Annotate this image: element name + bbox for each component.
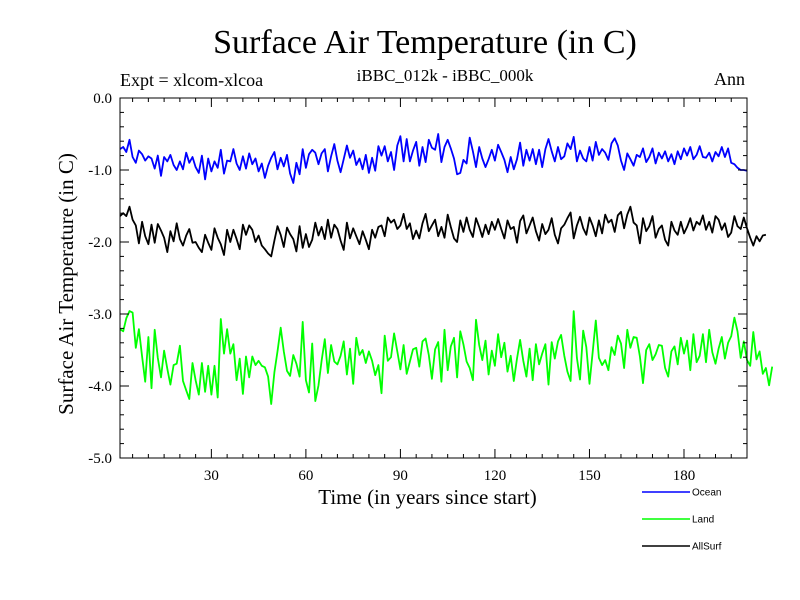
y-tick-label: -2.0 xyxy=(88,235,112,251)
legend-label-ocean: Ocean xyxy=(692,488,721,499)
run-difference-label: iBBC_012k - iBBC_000k xyxy=(356,66,534,85)
legend-label-allsurf: AllSurf xyxy=(692,542,722,553)
series-line-allsurf xyxy=(119,205,767,258)
y-tick-label: -4.0 xyxy=(88,379,112,395)
period-label: Ann xyxy=(714,69,745,89)
x-tick-label-180: 180 xyxy=(673,468,696,484)
y-tick-label: -3.0 xyxy=(88,307,112,323)
x-tick-label-120: 120 xyxy=(484,468,507,484)
plot-frame xyxy=(119,97,748,459)
y-tick-label: 0.0 xyxy=(93,91,112,107)
experiment-label: Expt = xlcom-xlcoa xyxy=(120,70,264,90)
chart-title: Surface Air Temperature (in C) xyxy=(213,24,637,61)
series-line-land xyxy=(119,310,774,405)
x-tick-label-60: 60 xyxy=(298,468,313,484)
x-tick-label-150: 150 xyxy=(578,468,601,484)
x-tick-label-90: 90 xyxy=(393,468,408,484)
y-tick-label: -1.0 xyxy=(88,163,112,179)
y-axis-title: Surface Air Temperature (in C) xyxy=(54,153,78,415)
x-tick-label-30: 30 xyxy=(204,468,219,484)
series-line-ocean xyxy=(119,133,748,184)
y-tick-label: -5.0 xyxy=(88,451,112,467)
legend-label-land: Land xyxy=(692,515,714,526)
x-axis-title: Time (in years since start) xyxy=(318,485,537,509)
